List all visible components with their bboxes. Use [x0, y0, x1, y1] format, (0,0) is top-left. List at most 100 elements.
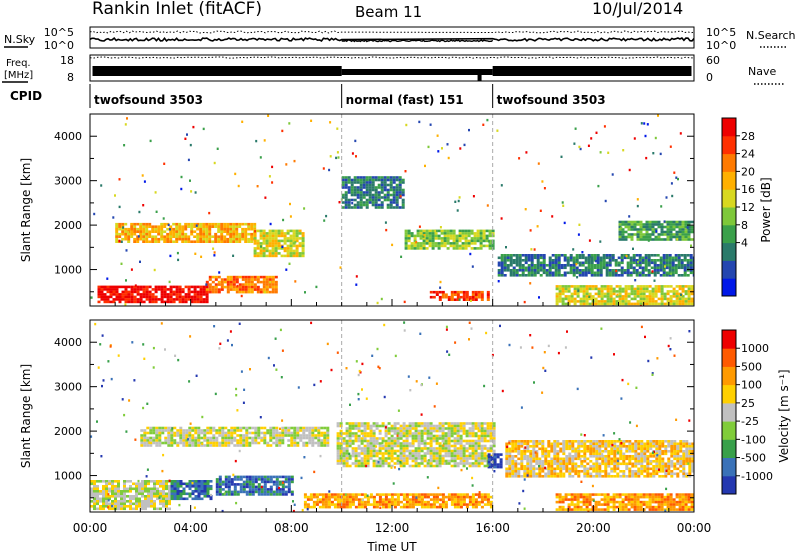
heatmap-cell: [157, 288, 161, 291]
heatmap-cell: [245, 493, 249, 496]
heatmap-cell: [311, 441, 315, 445]
heatmap-cell: [389, 198, 393, 202]
heatmap-cell: [248, 480, 252, 484]
heatmap-cell: [341, 178, 345, 182]
heatmap-cell: [441, 459, 445, 463]
heatmap-cell: [342, 447, 346, 450]
heatmap-cell: [645, 287, 649, 291]
heatmap-cell: [686, 254, 690, 257]
heatmap-cell: [155, 436, 159, 440]
heatmap-cell: [499, 453, 503, 456]
heatmap-speckle: [497, 280, 500, 283]
heatmap-speckle: [615, 269, 618, 273]
heatmap-cell: [178, 225, 182, 228]
heatmap-cell: [508, 467, 512, 471]
heatmap-cell: [672, 302, 676, 306]
heatmap-cell: [366, 495, 370, 499]
heatmap-cell: [550, 470, 554, 473]
heatmap-cell: [275, 431, 279, 435]
heatmap-speckle: [380, 297, 383, 301]
heatmap-cell: [159, 507, 162, 511]
heatmap-cell: [218, 490, 222, 494]
heatmap-speckle: [194, 191, 197, 194]
heatmap-cell: [666, 285, 670, 288]
heatmap-cell: [653, 264, 657, 267]
heatmap-cell: [224, 436, 228, 440]
heatmap-cell: [630, 233, 634, 236]
heatmap-cell: [532, 440, 536, 443]
heatmap-cell: [529, 460, 533, 463]
heatmap-cell: [375, 442, 379, 445]
heatmap-cell: [550, 442, 554, 446]
heatmap-speckle: [486, 118, 489, 122]
heatmap-cell: [194, 426, 198, 430]
heatmap-cell: [317, 434, 321, 437]
heatmap-cell: [155, 426, 159, 430]
heatmap-cell: [188, 439, 192, 442]
heatmap-cell: [453, 459, 457, 463]
heatmap-cell: [401, 198, 405, 202]
heatmap-cell: [185, 444, 189, 447]
heatmap-cell: [154, 225, 158, 228]
heatmap-speckle: [288, 262, 291, 265]
heatmap-cell: [290, 480, 294, 484]
heatmap-cell: [253, 232, 257, 235]
heatmap-cell: [568, 457, 572, 461]
heatmap-cell: [429, 439, 433, 443]
heatmap-cell: [269, 493, 273, 496]
heatmap-cell: [354, 505, 358, 509]
heatmap-cell: [383, 198, 387, 202]
heatmap-cell: [514, 447, 518, 451]
heatmap-cell: [301, 237, 305, 240]
heatmap-cell: [384, 439, 388, 443]
heatmap-cell: [271, 237, 275, 240]
heatmap-cell: [402, 457, 406, 460]
heatmap-cell: [259, 237, 263, 240]
heatmap-cell: [108, 507, 111, 511]
heatmap-cell: [538, 440, 542, 443]
heatmap-cell: [250, 235, 254, 238]
heatmap-cell: [538, 467, 542, 471]
heatmap-cell: [351, 442, 355, 445]
heatmap-cell: [153, 500, 156, 503]
heatmap-cell: [374, 193, 378, 197]
heatmap-cell: [262, 229, 266, 233]
heatmap-cell: [395, 188, 399, 192]
heatmap-cell: [387, 432, 391, 435]
heatmap-cell: [438, 422, 442, 425]
heatmap-cell: [465, 290, 469, 294]
heatmap-cell: [351, 427, 355, 430]
heatmap-cell: [236, 493, 240, 496]
heatmap-cell: [419, 237, 423, 240]
heatmap-cell: [536, 254, 540, 257]
heatmap-cell: [410, 234, 414, 238]
heatmap-cell: [269, 439, 273, 442]
heatmap-cell: [456, 290, 460, 294]
heatmap-cell: [474, 493, 478, 496]
heatmap-cell: [160, 230, 164, 233]
heatmap-cell: [117, 480, 120, 483]
heatmap-cell: [465, 434, 469, 438]
heatmap-cell: [560, 274, 564, 277]
heatmap-cell: [551, 261, 555, 265]
heatmap-cell: [450, 459, 454, 463]
heatmap-cell: [590, 256, 594, 260]
heatmap-cell: [621, 235, 625, 239]
heatmap-speckle: [472, 195, 475, 198]
heatmap-speckle: [597, 184, 600, 188]
heatmap-cell: [262, 239, 266, 243]
heatmap-cell: [514, 460, 518, 463]
heatmap-cell: [663, 285, 667, 288]
heatmap-cell: [476, 237, 480, 240]
heatmap-cell: [486, 427, 490, 430]
heatmap-cell: [275, 426, 279, 430]
heatmap-cell: [130, 222, 134, 226]
heatmap-cell: [669, 230, 673, 234]
heatmap-cell: [555, 292, 559, 296]
heatmap-cell: [521, 269, 525, 272]
heatmap-cell: [309, 498, 313, 501]
heatmap-cell: [581, 256, 585, 260]
heatmap-cell: [441, 500, 445, 504]
heatmap-cell: [147, 500, 150, 503]
